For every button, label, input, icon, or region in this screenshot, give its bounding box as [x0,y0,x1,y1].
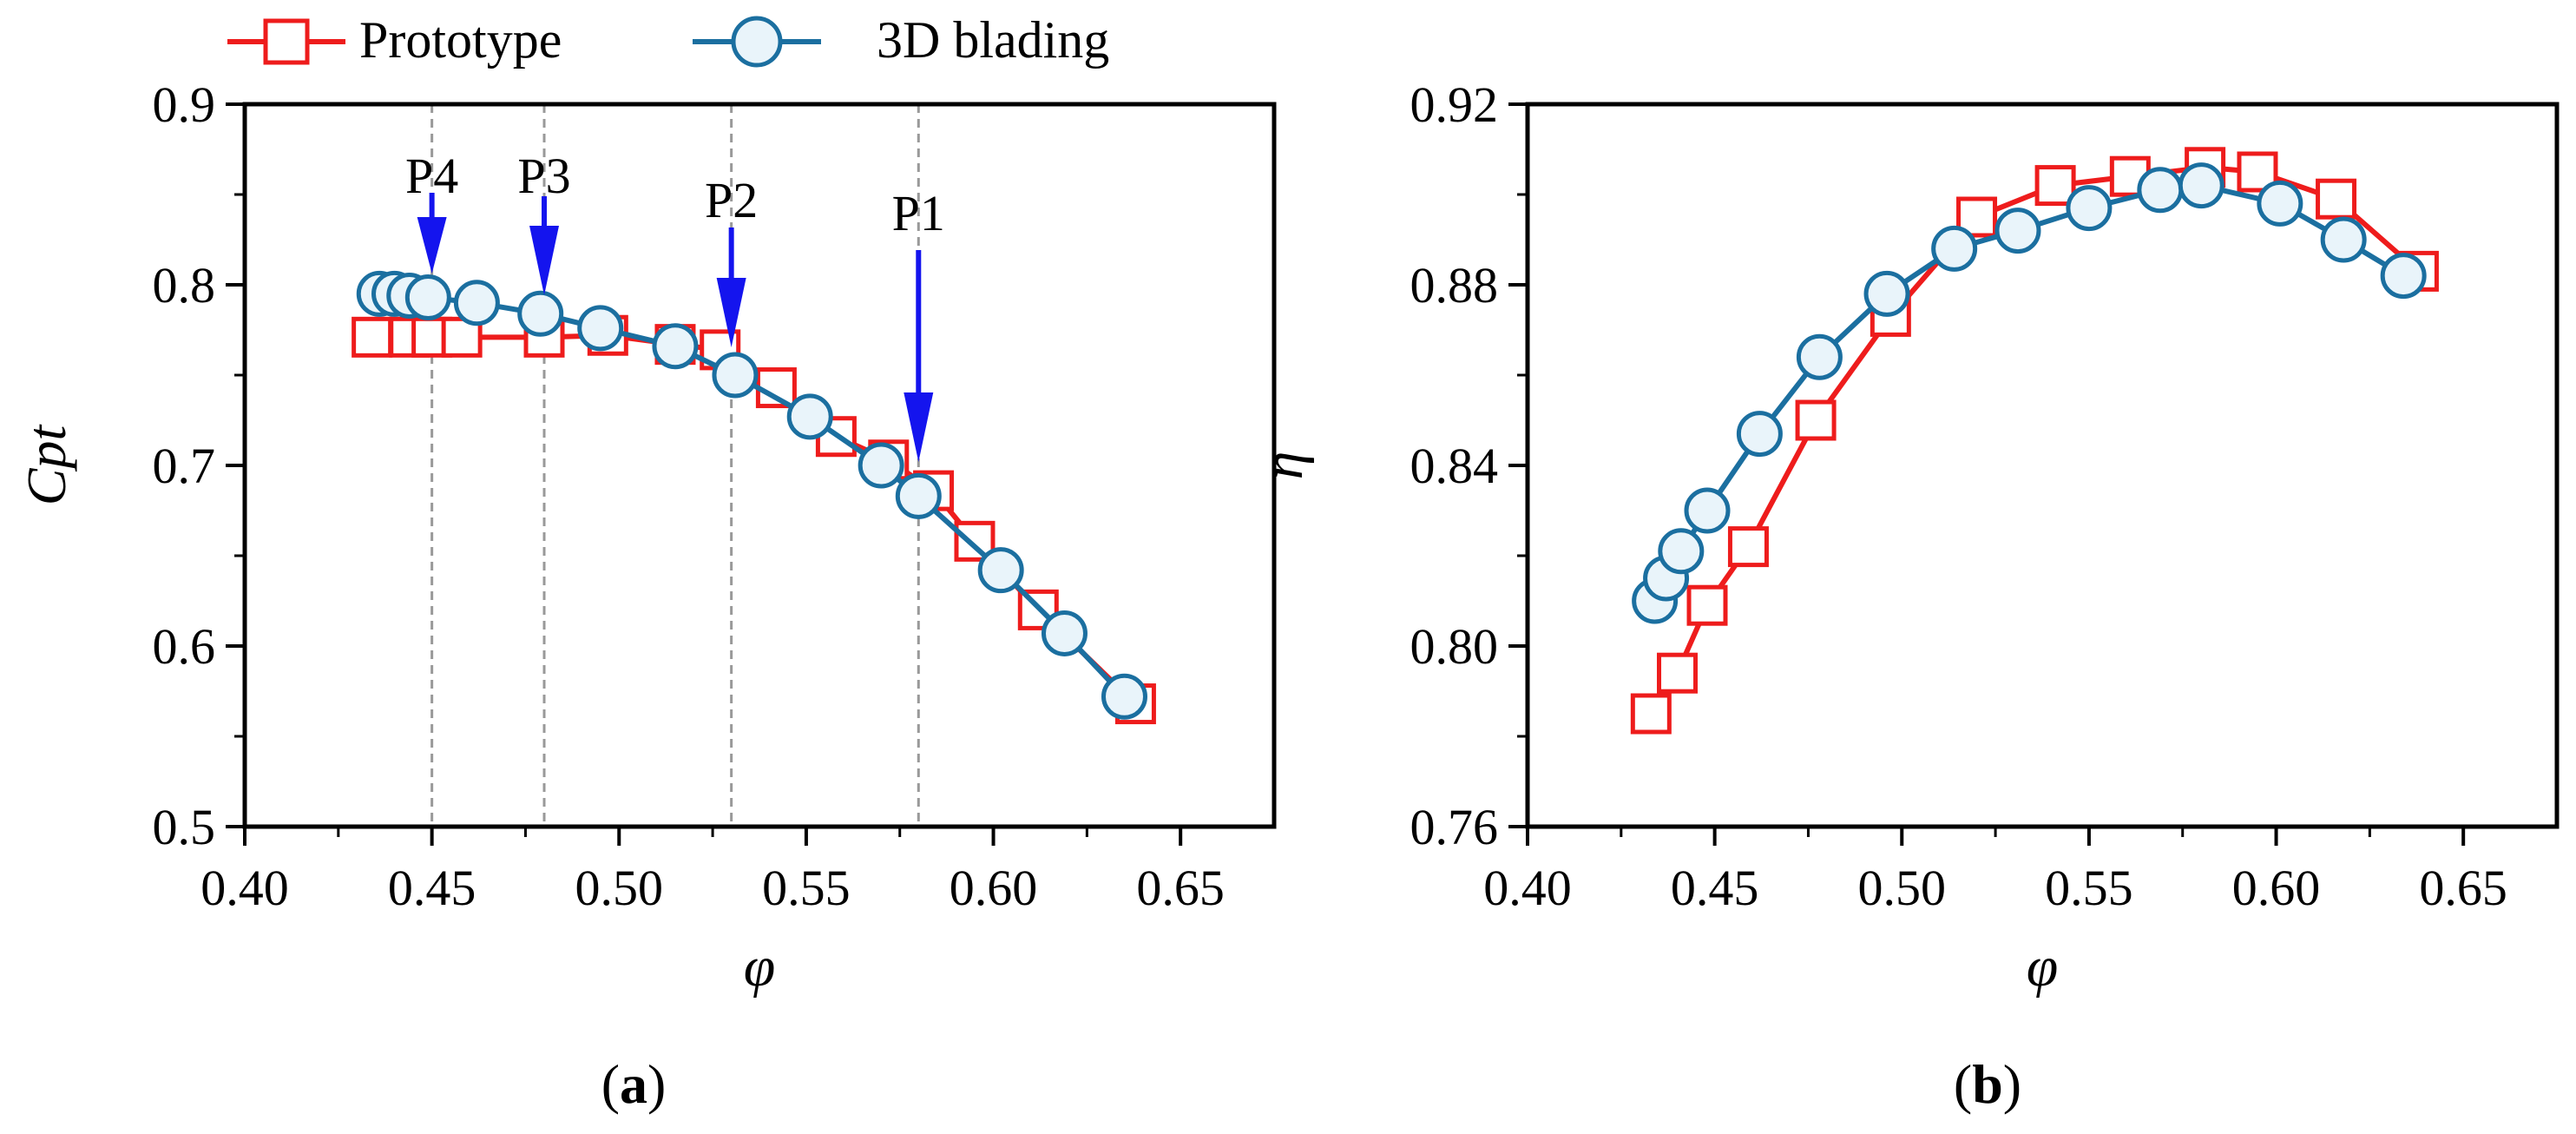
panel-b-prototype-point-11 [2316,178,2357,220]
panel-b-3d-blading-point-14 [2380,253,2427,300]
panel-b-prototype-point-4 [1795,399,1837,441]
legend-entry-prototype: Prototype [227,11,562,69]
panel-a-letter: a [620,1053,647,1115]
legend-prototype-label: Prototype [359,11,562,69]
panel-b-3d-blading-point-2 [1658,528,1705,575]
panel-a-xtick-label: 0.55 [762,860,851,916]
panel-b-ytick-label: 0.76 [1410,799,1499,855]
panel-b-frame [1525,102,2560,829]
panel-b-3d-blading-point-3 [1684,487,1731,534]
panel-b-ytick-label: 0.80 [1410,618,1499,675]
panel-a-3d-blading-point-8 [712,352,759,399]
panel-a-prototype-point-12 [954,520,996,562]
panel-a-prototype-point-0 [352,316,393,358]
panel-b-xlabel: φ [2027,935,2059,999]
panel-b-ylabel: η [1252,452,1315,480]
panel-b-prototype-point-3 [1727,526,1769,568]
panel-a-3d-blading-point-6 [577,305,624,352]
panel-a-axes: 0.40 0.45 0.50 0.55 0.60 0.65 0.5 0.6 0.7 0.8 0.9 [153,76,1225,916]
arrow-p4-head [417,217,447,274]
panel-a-xtick-label: 0.65 [1136,860,1225,916]
legend-3d-blading-label: 3D blading [877,11,1109,69]
panel-a-3d-blading-point-5 [517,290,564,337]
panel-a-vlines [430,104,920,827]
panel-b-xtick-label: 0.65 [2419,860,2507,916]
panel-b-3d-blading-point-11 [2178,162,2224,209]
annotation-p3: P3 [517,148,570,204]
panel-a-prototype-line [371,333,1138,706]
legend: Prototype 3D blading [227,11,1109,69]
legend-entry-3d-blading: 3D blading [693,11,1109,69]
panel-a-3d-blading-point-11 [895,472,942,519]
panel-b-prototype-point-7 [2034,165,2076,207]
panel-a: P4 P3 P2 P1 0.40 0.45 0.50 0.55 0.60 0.650.50… [16,76,1277,1115]
panel-b-xtick-label: 0.50 [1858,860,1947,916]
panel-b-ytick-label: 0.92 [1410,76,1499,133]
panel-b-series [1630,147,2439,735]
panel-b-label: (b) [1954,1053,2021,1115]
arrow-p2: P2 [705,172,758,347]
panel-b-ytick-label: 0.84 [1410,438,1499,494]
arrow-p1-head [904,392,934,462]
panel-a-ytick-label: 0.9 [153,76,216,133]
panel-a-3d-blading-point-14 [1101,673,1147,720]
panel-b-3d-blading-point-7 [1931,225,1978,272]
panel-a-xtick-label: 0.60 [950,860,1038,916]
panel-b-prototype-point-0 [1630,693,1672,735]
panel-a-xtick-label: 0.50 [575,860,664,916]
panel-a-3d-blading-line [379,291,1127,699]
panel-b-3d-blading-point-13 [2320,216,2367,263]
panel-b: 0.40 0.45 0.50 0.55 0.60 0.65 0.76 0.80 0.84 0.88… [1252,76,2560,1115]
panel-a-ytick-label: 0.8 [153,257,216,313]
arrow-p2-head [716,278,746,347]
panel-b-prototype-point-1 [1657,652,1699,694]
panel-a-3d-blading-point-13 [1041,610,1088,656]
panel-b-xtick-label: 0.45 [1671,860,1759,916]
panel-a-3d-blading-point-9 [786,393,833,440]
panel-a-ytick-label: 0.7 [153,438,216,494]
panel-b-ytick-label: 0.88 [1410,257,1499,313]
panel-b-xtick-label: 0.60 [2232,860,2321,916]
panel-b-3d-blading-point-6 [1863,270,1910,317]
panel-a-label: (a) [601,1053,667,1115]
legend-3d-blading-marker [731,16,783,68]
panel-a-3d-blading-point-12 [977,547,1024,594]
panel-a-xtick-label: 0.45 [388,860,476,916]
legend-prototype-marker [263,18,310,65]
panel-a-3d-blading-point-7 [652,323,699,370]
panel-b-letter: b [1972,1053,2003,1115]
panel-b-xtick-label: 0.55 [2045,860,2133,916]
annotation-p2: P2 [705,172,758,228]
panel-a-series [352,270,1156,725]
arrow-p1: P1 [892,185,945,462]
arrow-p3-head [529,226,560,295]
panel-a-3d-blading-point-4 [453,280,500,326]
arrow-p4: P4 [405,148,458,274]
panel-b-3d-blading-point-4 [1736,411,1783,458]
panel-b-prototype-point-2 [1686,584,1728,626]
arrow-p3: P3 [517,148,571,295]
panel-a-3d-blading-point-10 [858,442,904,489]
panel-b-3d-blading-point-8 [1994,208,2041,254]
panel-b-3d-blading-point-5 [1796,333,1843,380]
panel-b-3d-blading-point-12 [2257,180,2303,227]
panel-a-arrows: P4 P3 P2 P1 [405,148,945,462]
panel-a-3d-blading-point-3 [404,274,451,321]
panel-b-3d-blading-point-10 [2137,167,2184,214]
annotation-p4: P4 [405,148,458,204]
panel-b-3d-blading-point-9 [2066,185,2113,232]
panel-b-axes: 0.40 0.45 0.50 0.55 0.60 0.65 0.76 0.80 0.84 0.88… [1410,76,2507,916]
panel-a-ytick-label: 0.5 [153,799,216,855]
panel-b-xtick-label: 0.40 [1483,860,1572,916]
panel-a-ytick-label: 0.6 [153,618,216,675]
panel-a-ylabel: Cpt [16,424,77,506]
annotation-p1: P1 [892,185,945,241]
panel-a-xlabel: φ [744,935,776,999]
panel-a-xtick-label: 0.40 [200,860,289,916]
